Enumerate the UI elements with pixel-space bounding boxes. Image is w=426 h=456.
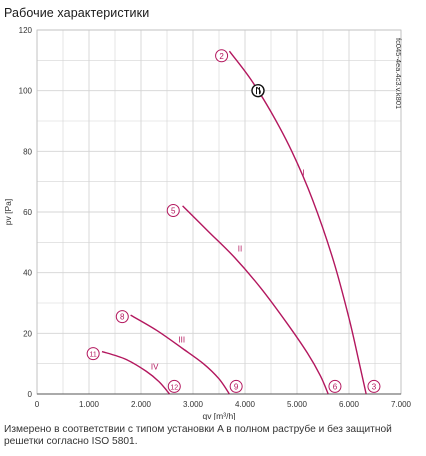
- marker-text: 5: [171, 206, 176, 215]
- footnote: Измерено в соответствии с типом установк…: [4, 424, 392, 447]
- y-tick-label: 0: [28, 390, 33, 399]
- marker-circle: [229, 379, 243, 393]
- series-curve-IV: [101, 350, 171, 395]
- x-tick-label: 4.000: [235, 400, 256, 409]
- grid: [36, 29, 402, 395]
- y-tick-label: 60: [23, 208, 32, 217]
- curve-start-marker: 2: [215, 49, 229, 63]
- x-tick-label: 3.000: [183, 400, 204, 409]
- series-label: II: [238, 244, 242, 253]
- marker-text: 12: [170, 384, 178, 391]
- series-label: III: [178, 335, 185, 344]
- curve-end-marker: 3: [367, 379, 381, 393]
- model-label: fc045-4ea.4c3.v.k801: [394, 38, 403, 109]
- y-tick-label: 20: [23, 329, 32, 338]
- marker-circle: [86, 347, 100, 361]
- series-curve-I: [228, 50, 367, 395]
- series-curve-III: [130, 314, 230, 395]
- curve-start-marker: 8: [115, 310, 129, 324]
- series-label: I: [302, 169, 304, 178]
- operating-point-marker: [251, 83, 265, 98]
- operating-point-circle: [251, 83, 265, 98]
- marker-circle: [166, 203, 180, 217]
- y-tick-label: 100: [19, 87, 33, 96]
- x-tick-label: 2.000: [131, 400, 152, 409]
- curve-start-marker: 11: [86, 347, 100, 361]
- marker-circle: [367, 379, 381, 393]
- fan-performance-chart: 0 1.000 2.000 3.000 4.000 5.000 6.000 7.000 0 20 4…: [3, 26, 412, 420]
- y-tick-label: 80: [23, 147, 32, 156]
- curve-end-marker: 6: [328, 379, 342, 393]
- x-tick-label: 0: [35, 400, 40, 409]
- x-tick-label: 5.000: [287, 400, 308, 409]
- marker-text: 11: [90, 352, 97, 359]
- page-title: Рабочие характеристики: [4, 6, 150, 20]
- series-curve-II: [182, 205, 329, 395]
- x-tick-label: 6.000: [339, 400, 360, 409]
- marker-text: 9: [234, 382, 239, 391]
- curve-end-marker: 9: [229, 379, 243, 393]
- marker-circle: [115, 310, 129, 324]
- y-tick-label: 120: [19, 26, 33, 35]
- series-label: IV: [151, 363, 159, 372]
- curve-start-marker: 5: [166, 203, 180, 217]
- y-axis-label: pv [Pa]: [3, 199, 13, 225]
- marker-text: 2: [219, 52, 224, 61]
- marker-circle: [215, 49, 229, 63]
- x-axis-label: qv [m³/h]: [202, 411, 235, 420]
- marker-circle: [328, 379, 342, 393]
- marker-circle: [167, 379, 181, 393]
- operating-point-glyph: [256, 86, 261, 95]
- marker-text: 3: [372, 382, 377, 391]
- markers: 2 3 5 6 8 9 11 12: [86, 49, 381, 393]
- curve-end-marker: 12: [167, 379, 181, 393]
- marker-text: 8: [120, 313, 125, 322]
- x-tick-label: 7.000: [391, 400, 412, 409]
- y-tick-label: 40: [23, 269, 32, 278]
- axes: 0 1.000 2.000 3.000 4.000 5.000 6.000 7.000 0 20 4…: [19, 26, 412, 409]
- x-tick-label: 1.000: [79, 400, 100, 409]
- marker-text: 6: [333, 382, 338, 391]
